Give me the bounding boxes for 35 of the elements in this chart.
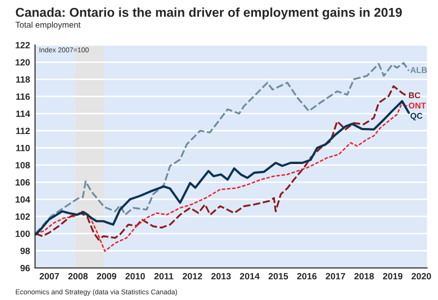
series-label: ALB xyxy=(410,67,427,73)
y-tick-label: 100 xyxy=(16,230,30,237)
y-tick-label: 106 xyxy=(16,179,30,186)
x-tick-label: 2015 xyxy=(268,273,288,280)
y-tick-label: 110 xyxy=(16,144,30,152)
x-tick-label: 2013 xyxy=(211,273,231,280)
x-tick-label: 2020 xyxy=(412,273,431,280)
y-tick-label: 118 xyxy=(16,76,30,83)
y-tick-label: 98 xyxy=(20,248,30,254)
x-tick-label: 2010 xyxy=(125,273,145,280)
chart-title: Canada: Ontario is the main driver of employment gains in 2019 xyxy=(16,8,402,20)
x-tick-label: 2017 xyxy=(326,273,346,280)
x-tick-label: 2007 xyxy=(40,273,59,280)
series-label: BC xyxy=(409,92,420,98)
x-tick-label: 2019 xyxy=(382,273,402,280)
x-tick-label: 2018 xyxy=(354,273,374,280)
x-tick-label: 2009 xyxy=(96,273,116,280)
chart-subtitle: Total employment xyxy=(16,22,81,30)
y-tick-label: 122 xyxy=(16,42,30,48)
y-tick-label: 104 xyxy=(16,196,30,203)
x-tick-label: 2008 xyxy=(68,273,88,280)
y-tick-label: 114 xyxy=(16,110,30,117)
series-label: QC xyxy=(410,112,422,120)
x-tick-label: 2016 xyxy=(297,273,317,280)
line-series xyxy=(35,62,410,235)
y-tick-label: 112 xyxy=(16,128,30,134)
y-tick-label: 120 xyxy=(16,59,30,66)
y-tick-label: 96 xyxy=(20,264,30,272)
x-tick-label: 2012 xyxy=(182,273,202,280)
series-label: ONT xyxy=(408,102,426,109)
y-tick-label: 102 xyxy=(16,213,30,220)
y-tick-label: 116 xyxy=(16,93,30,100)
y-tick-label: 108 xyxy=(16,162,30,168)
x-tick-label: 2014 xyxy=(240,273,260,280)
x-tick-label: 2011 xyxy=(154,273,174,280)
